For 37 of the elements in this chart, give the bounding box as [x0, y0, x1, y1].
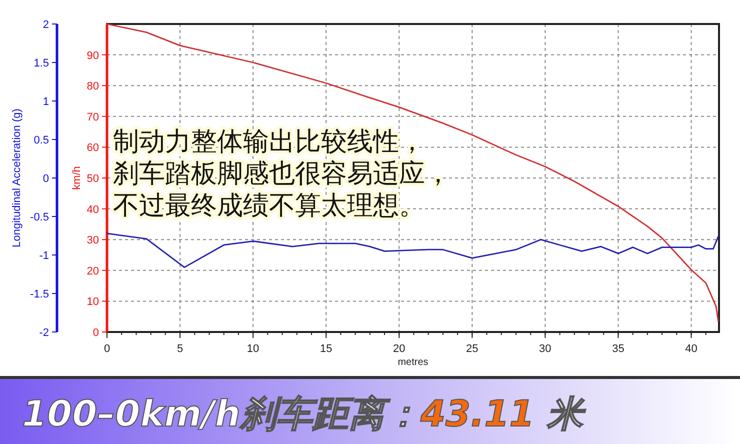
y-tick-label: 80	[86, 80, 99, 93]
x-tick-label: 30	[539, 343, 552, 355]
y2-tick-label: -0.5	[30, 212, 49, 224]
y2-tick-label: 2	[42, 19, 49, 31]
y2-tick-label: -2	[39, 327, 49, 339]
y2-tick-label: 1.5	[34, 58, 49, 70]
y-tick-label: 40	[86, 204, 99, 216]
annotation: 刹车踏板脚感也很容易适应，	[113, 159, 451, 189]
y2-tick-label: -1.5	[30, 288, 49, 300]
y-tick-label: 70	[86, 111, 99, 124]
x-tick-label: 5	[176, 343, 184, 355]
y-tick-label: 0	[92, 327, 99, 339]
x-axis-title: metres	[398, 357, 428, 368]
y-tick-label: 90	[86, 50, 99, 62]
annotation: 不过最终成绩不算太理想。	[113, 191, 425, 221]
y-tick-label: 60	[86, 142, 99, 154]
y2-tick-label: -1	[39, 250, 49, 262]
y-axis-title: km/h	[71, 166, 83, 190]
y-tick-label: 10	[86, 296, 99, 308]
y2-tick-label: 1	[42, 96, 49, 108]
line-series	[106, 23, 719, 322]
y-tick-label: 30	[86, 234, 99, 247]
x-tick-label: 25	[466, 343, 478, 355]
x-tick-label: 20	[393, 343, 406, 355]
x-tick-label: 35	[612, 343, 624, 355]
y2-tick-label: 0.5	[34, 134, 49, 146]
y2-axis-title: Longitudinal Acceleration (g)	[11, 108, 23, 248]
text: 100–0km/h刹车距离：43.11 米	[22, 394, 586, 435]
y-tick-label: 20	[86, 265, 99, 278]
y2-tick-label: 0	[42, 173, 49, 185]
x-tick-label: 15	[320, 343, 332, 355]
x-tick-label: 10	[246, 343, 260, 355]
y-tick-label: 50	[86, 173, 99, 185]
x-tick-label: 0	[104, 343, 110, 355]
annotation: 制动力整体输出比较线性，	[113, 127, 425, 157]
line-series	[106, 232, 719, 268]
x-tick-label: 40	[685, 343, 698, 355]
